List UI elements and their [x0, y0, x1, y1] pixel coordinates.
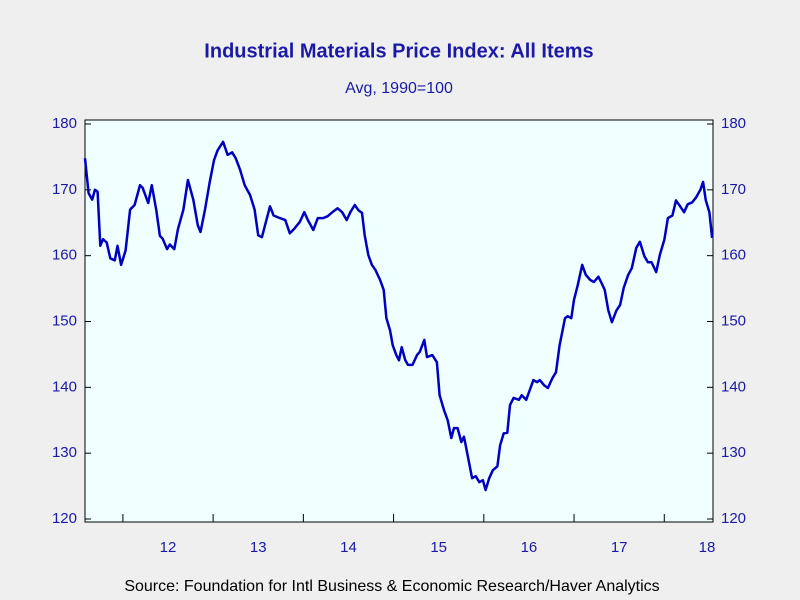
y-tick-label: 170: [52, 181, 77, 198]
x-tick-label: 16: [521, 539, 538, 556]
chart-subtitle: Avg, 1990=100: [345, 80, 453, 97]
data-line: [83, 140, 714, 492]
y2-tick-label: 120: [721, 510, 746, 527]
x-tick-label: 15: [430, 539, 447, 556]
y2-tick-label: 140: [721, 378, 746, 395]
x-tick-label: 12: [160, 539, 177, 556]
x-tick-label: 18: [699, 539, 716, 556]
y2-tick-label: 180: [721, 115, 746, 132]
x-tick-label: 17: [611, 539, 628, 556]
source-note: Source: Foundation for Intl Business & E…: [124, 578, 659, 595]
y2-tick-label: 130: [721, 444, 746, 461]
x-tick-label: 14: [340, 539, 357, 556]
y2-tick-label: 170: [721, 181, 746, 198]
plot-area: [84, 119, 714, 523]
y-tick-label: 140: [52, 378, 77, 395]
y-tick-label: 120: [52, 510, 77, 527]
y-tick-label: 160: [52, 247, 77, 264]
y2-tick-label: 150: [721, 312, 746, 329]
y-tick-label: 150: [52, 312, 77, 329]
x-tick-label: 13: [250, 539, 267, 556]
y-tick-label: 130: [52, 444, 77, 461]
chart-title: Industrial Materials Price Index: All It…: [204, 40, 593, 62]
y-tick-label: 180: [52, 115, 77, 132]
y2-tick-label: 160: [721, 247, 746, 264]
